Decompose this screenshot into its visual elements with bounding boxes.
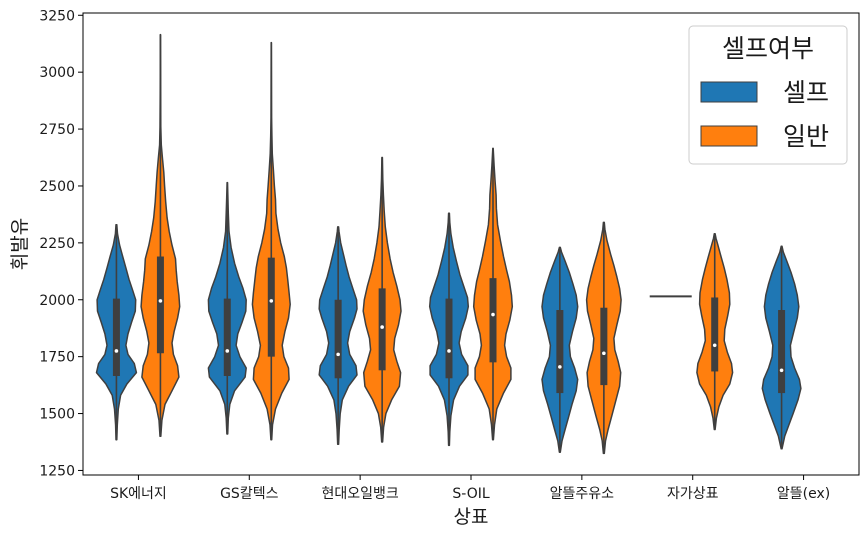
x-tick-label: S-OIL <box>452 486 489 502</box>
violin-median-point <box>602 351 606 356</box>
violin-median-point <box>491 312 495 317</box>
violin-median-point <box>225 349 230 353</box>
y-tick-label: 2750 <box>39 122 75 138</box>
violin-iqr-box <box>334 299 342 379</box>
violin-iqr-box <box>778 310 786 394</box>
x-axis-title: 상표 <box>454 506 489 528</box>
violin-median-point <box>114 349 119 353</box>
violin-iqr-box <box>378 288 386 371</box>
x-tick-label: 현대오일뱅크 <box>322 486 399 502</box>
y-tick-label: 1250 <box>39 463 75 479</box>
violin-regular <box>140 33 181 438</box>
x-tick-label: 자가상표 <box>667 486 719 502</box>
violin-iqr-box <box>445 298 453 379</box>
x-tick-label: 알뜰(ex) <box>777 486 830 502</box>
violin-self <box>541 246 579 453</box>
x-axis: SK에너지 GS칼텍스 현대오일뱅크 S-OIL 알뜰주유소 자가상표 알뜰(ex) <box>110 475 830 502</box>
violin-regular <box>585 221 622 455</box>
violin-self <box>318 226 358 446</box>
y-tick-label: 2250 <box>39 236 75 252</box>
legend-swatch-self <box>700 81 758 103</box>
legend-label-regular: 일반 <box>783 122 829 151</box>
violin-regular <box>362 156 402 443</box>
violin-iqr-box <box>556 310 564 394</box>
violin-regular <box>696 233 734 431</box>
violin-regular <box>251 41 291 441</box>
violin-median-point <box>447 349 451 353</box>
y-tick-label: 1750 <box>39 350 75 366</box>
legend-title: 셀프여부 <box>722 34 814 63</box>
violin-median-point <box>158 299 163 303</box>
y-axis: 1250 1500 1750 2000 2250 2500 2750 3000 3250 <box>39 8 83 479</box>
violin-regular <box>472 147 514 441</box>
violin-median-point <box>269 299 274 303</box>
violin-iqr-box <box>156 256 164 354</box>
violin-self <box>95 223 138 441</box>
violin-median-point <box>558 365 562 369</box>
violin-iqr-box <box>600 307 608 386</box>
y-tick-label: 2500 <box>39 179 75 195</box>
violin-iqr-box <box>112 298 120 376</box>
violin-median-point <box>336 352 340 357</box>
violin-iqr-box <box>267 257 275 357</box>
legend: 셀프여부 셀프 일반 <box>688 25 848 165</box>
legend-label-self: 셀프 <box>783 78 829 107</box>
x-tick-label: 알뜰주유소 <box>550 486 615 502</box>
violin-self <box>207 181 247 435</box>
y-tick-label: 3000 <box>39 65 75 81</box>
violin-iqr-box <box>223 298 231 376</box>
legend-swatch-regular <box>700 125 758 147</box>
violin-median-point <box>380 325 384 329</box>
violin-iqr-box <box>489 278 497 363</box>
y-tick-label: 2000 <box>39 293 75 309</box>
violin-self <box>761 245 802 450</box>
x-tick-label: SK에너지 <box>110 486 167 502</box>
violin-median-point <box>712 343 717 348</box>
y-axis-title: 휘발유 <box>9 218 31 270</box>
x-tick-label: GS칼텍스 <box>220 486 278 502</box>
y-tick-label: 1500 <box>39 407 75 423</box>
violin-median-point <box>779 368 784 373</box>
violin-iqr-box <box>711 297 719 372</box>
violin-self <box>428 212 470 447</box>
violins-layer <box>95 33 802 455</box>
y-tick-label: 3250 <box>39 8 75 24</box>
